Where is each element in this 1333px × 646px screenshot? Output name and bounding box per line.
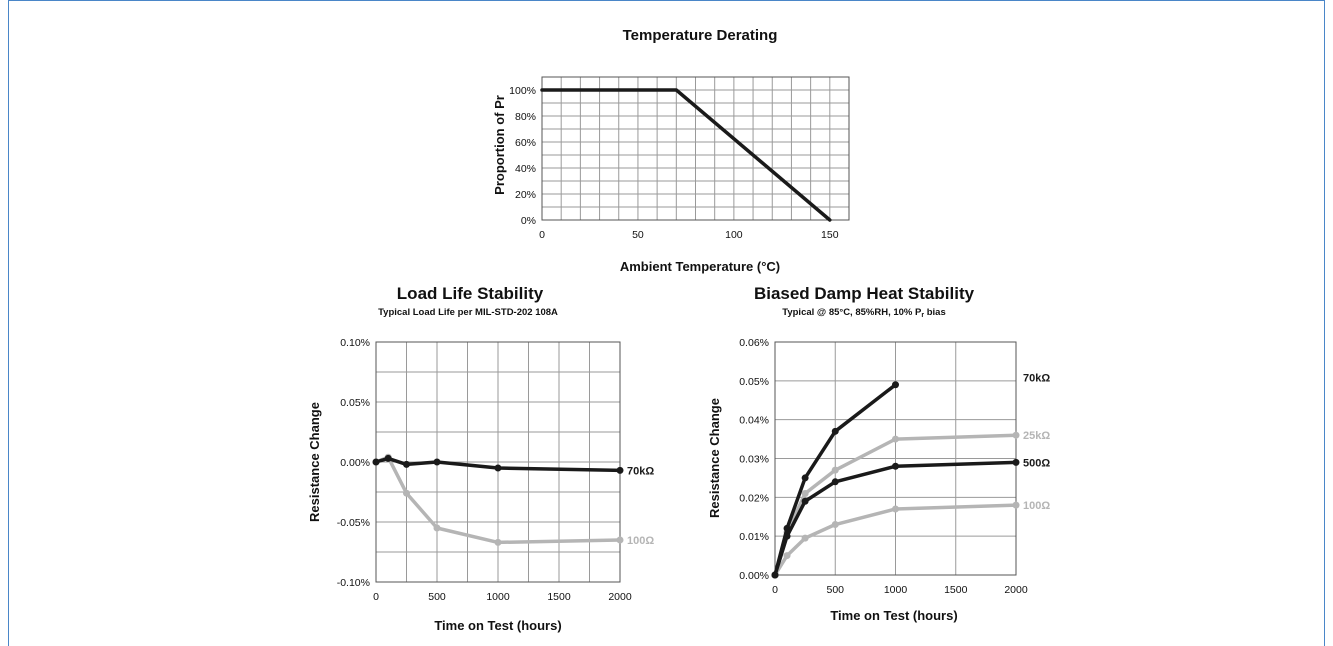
dampheat-data-point: [892, 381, 899, 389]
dampheat-x-tick-label: 2000: [1004, 584, 1028, 596]
loadlife-data-point: [384, 454, 392, 462]
dampheat-data-point: [801, 474, 809, 482]
dampheat-plot-border: [774, 341, 1017, 576]
dampheat-y-tick-label: 0.05%: [739, 376, 769, 388]
figure-frame: [8, 0, 1325, 646]
damp-heat-subtitle-tail: bias: [924, 307, 946, 318]
load-life-title: Load Life Stability: [397, 284, 544, 303]
derating-y-tick-label: 0%: [521, 215, 536, 227]
loadlife-data-point: [494, 538, 502, 546]
damp-heat-chart: Biased Damp Heat Stability Typical @ 85°…: [707, 284, 1050, 623]
dampheat-data-point: [1012, 431, 1020, 439]
dampheat-data-point: [831, 427, 839, 435]
derating-x-tick-label: 50: [632, 229, 644, 241]
derating-x-tick-label: 0: [539, 229, 545, 241]
dampheat-data-point: [1012, 458, 1020, 466]
dampheat-series-label: 100Ω: [1023, 500, 1050, 512]
derating-y-tick-label: 80%: [515, 111, 536, 123]
loadlife-x-tick-label: 2000: [608, 591, 632, 603]
derating-title: Temperature Derating: [623, 27, 778, 44]
damp-heat-subtitle-sub: r: [921, 312, 924, 319]
dampheat-data-point: [831, 521, 839, 529]
derating-ylabel: Proportion of Pr: [492, 95, 507, 195]
loadlife-data-point: [433, 458, 441, 466]
dampheat-series-label: 500Ω: [1023, 457, 1050, 469]
dampheat-x-tick-label: 1500: [944, 584, 968, 596]
dampheat-x-tick-label: 500: [826, 584, 844, 596]
loadlife-data-point: [616, 466, 624, 474]
dampheat-y-tick-label: 0.03%: [739, 454, 769, 466]
derating-plot-border: [541, 76, 850, 221]
loadlife-data-point: [616, 536, 624, 544]
loadlife-series-label: 70kΩ: [627, 465, 654, 477]
damp-heat-subtitle-main: Typical @ 85°C, 85%RH, 10% P: [782, 307, 922, 318]
loadlife-data-point: [403, 460, 410, 468]
dampheat-series-label: 70kΩ: [1023, 373, 1050, 385]
dampheat-data-point: [801, 534, 809, 542]
dampheat-data-point: [801, 497, 809, 505]
loadlife-data-point: [494, 464, 502, 472]
derating-y-tick-label: 40%: [515, 163, 536, 175]
dampheat-data-point: [783, 524, 791, 532]
loadlife-y-tick-label: 0.05%: [340, 397, 370, 409]
loadlife-grid: [375, 341, 621, 583]
loadlife-x-tick-label: 1500: [547, 591, 571, 603]
derating-chart: Temperature Derating Ambient Temperature…: [492, 27, 850, 274]
dampheat-series-line: [773, 503, 1018, 577]
derating-xlabel: Ambient Temperature (°C): [620, 259, 780, 274]
loadlife-y-tick-label: -0.05%: [337, 517, 370, 529]
dampheat-data-point: [831, 466, 839, 474]
loadlife-y-tick-label: 0.10%: [340, 337, 370, 349]
loadlife-x-tick-label: 1000: [486, 591, 510, 603]
loadlife-x-tick-label: 500: [428, 591, 446, 603]
loadlife-x-tick-label: 0: [373, 591, 379, 603]
dampheat-data-point: [1012, 501, 1020, 509]
loadlife-y-tick-label: -0.10%: [337, 577, 370, 589]
dampheat-data-point: [783, 552, 791, 560]
load-life-xlabel: Time on Test (hours): [434, 618, 561, 633]
derating-y-tick-label: 20%: [515, 189, 536, 201]
dampheat-x-tick-label: 0: [772, 584, 778, 596]
load-life-chart: Load Life Stability Typical Load Life pe…: [307, 284, 654, 633]
dampheat-y-tick-label: 0.01%: [739, 531, 769, 543]
derating-series-line: [540, 88, 832, 222]
derating-grid: [541, 76, 850, 221]
damp-heat-ylabel: Resistance Change: [707, 398, 722, 518]
dampheat-data-point: [801, 489, 809, 497]
loadlife-data-point: [433, 524, 441, 532]
damp-heat-title: Biased Damp Heat Stability: [754, 284, 975, 303]
load-life-ylabel: Resistance Change: [307, 402, 322, 522]
dampheat-y-tick-label: 0.04%: [739, 415, 769, 427]
dampheat-x-tick-label: 1000: [884, 584, 908, 596]
dampheat-data-point: [892, 505, 899, 513]
dampheat-y-tick-label: 0.00%: [739, 570, 769, 582]
loadlife-series-label: 100Ω: [627, 535, 654, 547]
dampheat-grid: [774, 341, 1017, 576]
dampheat-y-tick-label: 0.06%: [739, 337, 769, 349]
loadlife-y-tick-label: 0.00%: [340, 457, 370, 469]
loadlife-data-point: [372, 458, 380, 466]
derating-y-tick-label: 100%: [509, 85, 536, 97]
damp-heat-xlabel: Time on Test (hours): [830, 608, 957, 623]
loadlife-data-point: [403, 489, 410, 497]
damp-heat-subtitle: Typical @ 85°C, 85%RH, 10% Pr bias: [782, 307, 945, 319]
dampheat-y-tick-label: 0.02%: [739, 492, 769, 504]
dampheat-data-point: [892, 435, 899, 443]
derating-x-tick-label: 100: [725, 229, 743, 241]
load-life-subtitle: Typical Load Life per MIL-STD-202 108A: [378, 307, 558, 318]
dampheat-series-label: 25kΩ: [1023, 430, 1050, 442]
derating-y-tick-label: 60%: [515, 137, 536, 149]
dampheat-data-point: [892, 462, 899, 470]
dampheat-data-point: [831, 478, 839, 486]
derating-x-tick-label: 150: [821, 229, 839, 241]
dampheat-data-point: [771, 571, 779, 579]
